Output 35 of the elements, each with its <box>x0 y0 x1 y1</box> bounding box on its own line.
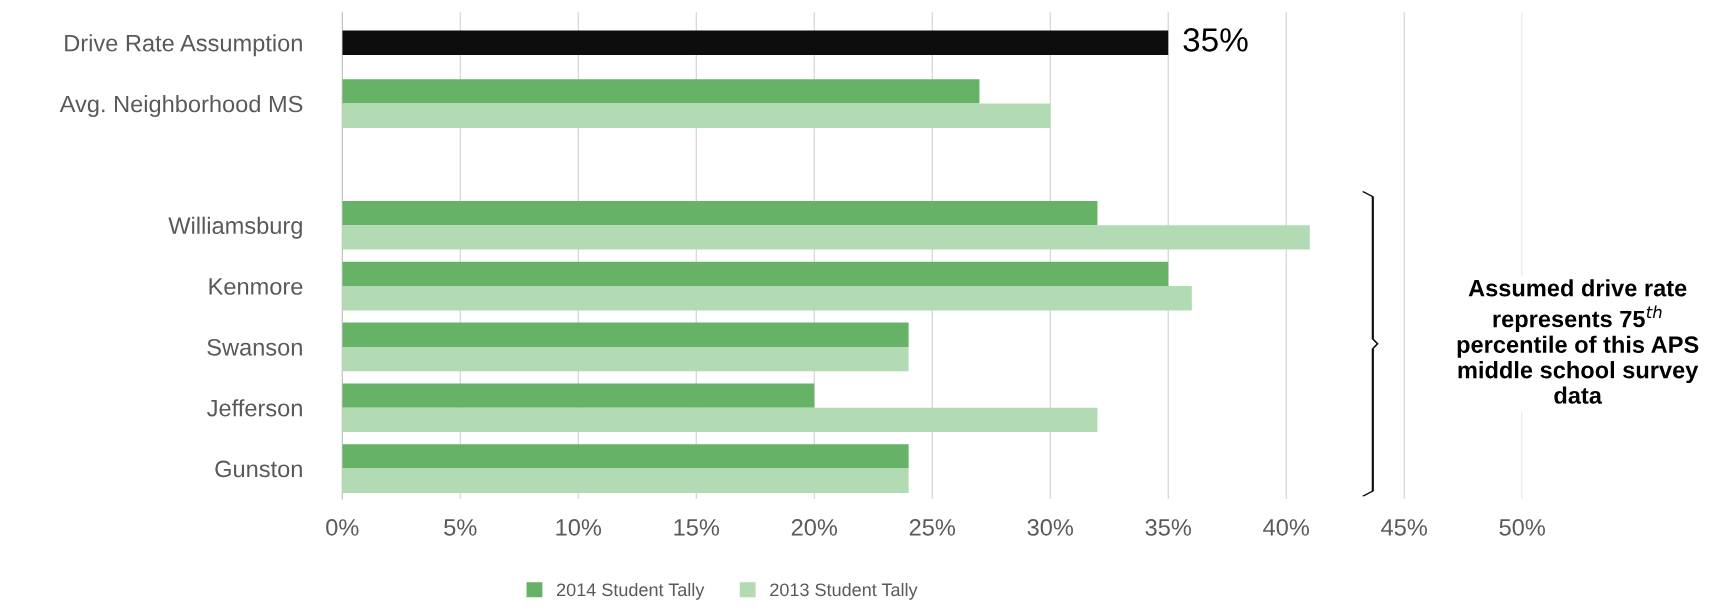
x-tick-label: 20% <box>791 519 838 536</box>
bar <box>342 200 1098 226</box>
bar <box>342 407 1098 433</box>
x-tick-label: 30% <box>1027 519 1074 536</box>
bar <box>342 261 1169 287</box>
bar <box>342 346 909 372</box>
bar <box>342 383 815 408</box>
y-tick-label: Kenmore <box>209 278 303 295</box>
y-tick-label: Jefferson <box>207 399 302 417</box>
y-tick-label: Drive Rate Assumption <box>65 34 302 57</box>
legend-label: 2014 Student Tally <box>557 582 705 600</box>
bar <box>342 444 909 469</box>
x-tick-label: 50% <box>1499 519 1545 536</box>
x-tick-label: 0% <box>326 519 359 536</box>
legend-label: 2013 Student Tally <box>770 582 918 600</box>
y-tick-label: Swanson <box>207 338 302 356</box>
y-tick-label: Williamsburg <box>168 216 302 239</box>
bar <box>342 30 1169 55</box>
bar <box>342 79 980 104</box>
bar <box>342 225 1310 250</box>
x-tick-label: 40% <box>1263 519 1310 536</box>
y-tick-label: Avg. Neighborhood MS <box>59 95 303 118</box>
x-tick-label: 10% <box>556 519 602 536</box>
data-label: 35% <box>1183 28 1248 52</box>
bar <box>342 468 909 493</box>
x-tick-label: 45% <box>1381 519 1427 536</box>
bar <box>342 286 1192 311</box>
x-tick-label: 25% <box>909 519 956 536</box>
bar <box>342 322 909 347</box>
x-tick-label: 15% <box>674 519 720 536</box>
annotation: Assumed drive rate represents 75$^{th}$ percentile of this APS middle school survey data <box>1457 279 1699 404</box>
bar <box>342 103 1051 128</box>
x-tick-label: 35% <box>1145 519 1192 536</box>
y-tick-label: Gunston <box>215 460 302 478</box>
x-tick-label: 5% <box>444 519 477 536</box>
